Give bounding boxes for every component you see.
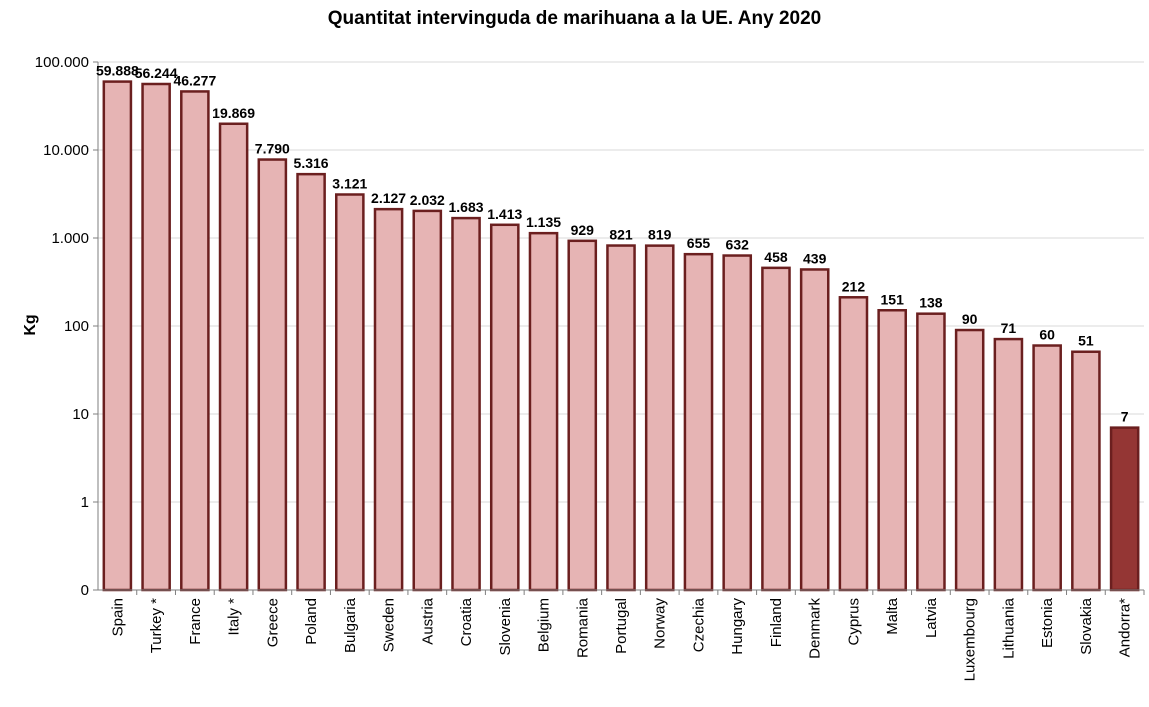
y-tick-labels: 0 1 10 100 1.000 10.000 100.000: [35, 54, 89, 599]
data-label: 3.121: [332, 176, 367, 192]
data-label: 212: [842, 278, 866, 294]
data-label: 7: [1121, 409, 1129, 425]
data-label: 655: [687, 235, 711, 251]
category-label: Malta: [884, 597, 901, 634]
category-label: Norway: [652, 598, 669, 649]
bar-sweden: [373, 207, 404, 592]
y-tick-label: 100: [64, 318, 89, 335]
bar-turkey: [141, 82, 171, 592]
bar-belgium: [528, 231, 559, 592]
bar-cyprus: [838, 296, 869, 592]
data-label: 7.790: [255, 141, 290, 157]
chart-title: Quantitat intervinguda de marihuana a la…: [327, 8, 822, 29]
data-label: 1.413: [487, 206, 522, 222]
category-label: France: [187, 598, 204, 645]
data-label: 2.032: [410, 192, 445, 208]
category-label: Cyprus: [845, 598, 862, 646]
category-label: Turkey *: [148, 598, 165, 653]
category-label: Portugal: [613, 598, 630, 654]
bars: [102, 80, 1140, 592]
category-label: Poland: [303, 598, 320, 645]
bar-denmark: [799, 268, 830, 592]
category-label: Croatia: [458, 597, 475, 646]
category-label: Greece: [264, 598, 281, 647]
data-label: 929: [571, 222, 595, 238]
category-label: Andorra*: [1117, 598, 1134, 657]
bar-greece: [257, 158, 288, 592]
bar-estonia: [1032, 344, 1062, 592]
y-tick-label: 10.000: [43, 142, 89, 159]
category-label: Italy *: [226, 598, 243, 636]
category-label: Austria: [419, 597, 436, 644]
bar-hungary: [722, 254, 753, 592]
category-label: Lithuania: [1000, 597, 1017, 659]
data-label: 458: [764, 249, 788, 265]
bar-romania: [567, 239, 598, 592]
bar-slovakia: [1071, 350, 1101, 592]
bar-lithuania: [993, 337, 1024, 592]
axes: [93, 61, 1145, 595]
bar-slovenia: [489, 223, 520, 592]
data-labels: 59.88856.24446.27719.8697.7905.3163.1212…: [96, 63, 1129, 425]
category-label: Latvia: [923, 597, 940, 638]
data-label: 71: [1001, 320, 1017, 336]
data-label: 2.127: [371, 190, 406, 206]
category-label: Hungary: [729, 598, 746, 655]
data-label: 90: [962, 311, 978, 327]
y-axis-title: Kg: [22, 314, 39, 335]
category-label: Spain: [109, 598, 126, 636]
data-label: 59.888: [96, 63, 139, 79]
y-tick-label: 1: [81, 494, 89, 511]
data-label: 1.683: [449, 199, 484, 215]
data-label: 632: [726, 237, 750, 253]
bar-italy: [218, 122, 249, 592]
bar-norway: [644, 244, 675, 592]
category-label: Slovenia: [497, 597, 514, 655]
category-label: Belgium: [536, 598, 553, 652]
bar-andorra: [1109, 426, 1140, 592]
category-label: Sweden: [381, 598, 398, 652]
bar-portugal: [606, 244, 636, 592]
category-label: Bulgaria: [342, 597, 359, 653]
data-label: 819: [648, 227, 672, 243]
data-label: 151: [881, 291, 905, 307]
bar-latvia: [916, 312, 946, 592]
data-label: 1.135: [526, 214, 561, 230]
bar-czechia: [683, 252, 714, 592]
category-label: Denmark: [807, 598, 824, 659]
category-label: Estonia: [1039, 597, 1056, 648]
category-labels: Spain Turkey * France Italy * Greece Poland Bu…: [109, 597, 1133, 681]
bar-france: [180, 90, 210, 592]
data-label: 51: [1078, 333, 1094, 349]
bar-croatia: [451, 216, 481, 592]
bar-finland: [761, 266, 791, 592]
category-label: Romania: [574, 597, 591, 658]
bar-poland: [296, 172, 326, 592]
category-label: Finland: [768, 598, 785, 647]
bar-bulgaria: [335, 193, 365, 592]
y-tick-label: 100.000: [35, 54, 89, 71]
data-label: 439: [803, 250, 827, 266]
data-label: 5.316: [294, 155, 329, 171]
y-tick-label: 0: [81, 582, 89, 599]
data-label: 46.277: [173, 72, 216, 88]
data-label: 19.869: [212, 105, 255, 121]
bar-luxembourg: [954, 328, 985, 592]
category-label: Luxembourg: [962, 598, 979, 681]
category-label: Czechia: [690, 597, 707, 652]
category-label: Slovakia: [1078, 597, 1095, 654]
y-tick-label: 1.000: [51, 230, 89, 247]
bar-spain: [102, 80, 133, 592]
data-label: 56.244: [135, 65, 178, 81]
data-label: 138: [919, 295, 943, 311]
y-tick-label: 10: [72, 406, 89, 423]
bar-malta: [877, 309, 907, 592]
bar-austria: [412, 209, 443, 592]
data-label: 821: [609, 227, 633, 243]
data-label: 60: [1039, 327, 1055, 343]
